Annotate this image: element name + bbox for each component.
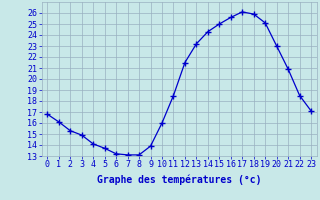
- X-axis label: Graphe des températures (°c): Graphe des températures (°c): [97, 175, 261, 185]
